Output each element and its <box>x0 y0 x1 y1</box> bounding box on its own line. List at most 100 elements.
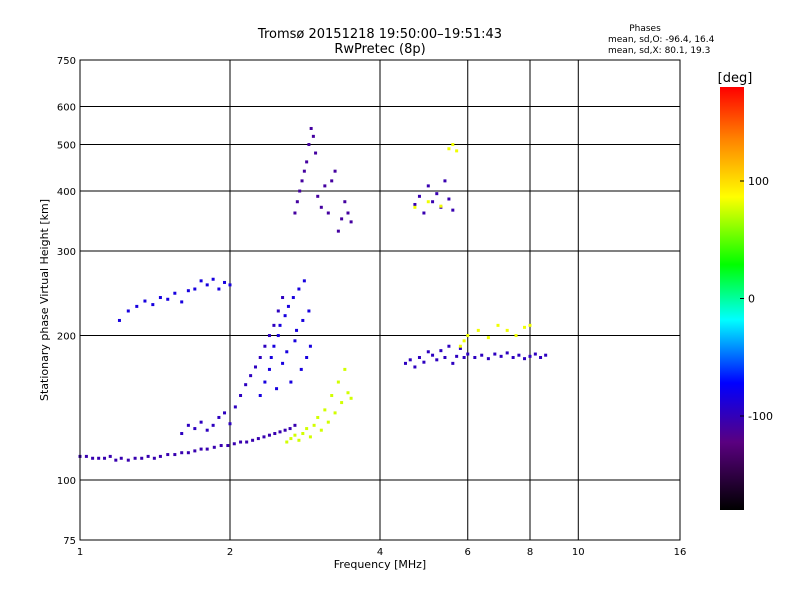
data-point <box>281 361 285 365</box>
data-point <box>263 380 267 384</box>
data-point <box>533 352 537 356</box>
data-point <box>326 420 330 424</box>
data-point <box>302 169 306 173</box>
data-point <box>330 394 334 398</box>
data-point <box>336 380 340 384</box>
phase-stats-x: mean, sd,X: 80.1, 19.3 <box>608 46 710 56</box>
data-point <box>346 391 350 395</box>
data-point <box>439 349 443 353</box>
data-point <box>126 458 130 462</box>
data-point <box>544 353 548 357</box>
data-point <box>228 283 232 287</box>
data-point <box>305 355 309 359</box>
data-point <box>114 458 118 462</box>
data-point <box>451 208 455 212</box>
data-point <box>108 454 112 458</box>
data-point <box>135 304 139 308</box>
data-point <box>308 344 312 348</box>
data-point <box>316 415 320 419</box>
data-point <box>258 355 262 359</box>
y-tick-label: 100 <box>57 476 76 487</box>
data-point <box>278 323 282 327</box>
data-point <box>219 444 223 448</box>
data-point <box>466 334 470 338</box>
data-point <box>466 352 470 356</box>
data-point <box>458 346 462 350</box>
data-point <box>323 184 327 188</box>
data-point <box>158 296 162 300</box>
data-point <box>447 197 451 201</box>
data-point <box>413 202 417 206</box>
data-point <box>408 358 412 362</box>
data-point <box>413 205 417 209</box>
data-point <box>293 433 297 437</box>
data-point <box>505 328 509 332</box>
data-point <box>239 440 243 444</box>
data-point <box>458 344 462 348</box>
data-point <box>300 179 304 183</box>
data-point <box>269 355 273 359</box>
data-point <box>447 147 451 151</box>
data-point <box>283 428 287 432</box>
colorbar-tick-label: 100 <box>748 175 769 188</box>
data-point <box>476 328 480 332</box>
data-point <box>217 415 221 419</box>
data-point <box>528 323 532 327</box>
data-point <box>493 352 497 356</box>
y-tick-label: 400 <box>57 187 76 198</box>
data-point <box>226 444 230 448</box>
data-point <box>289 437 293 441</box>
data-point <box>217 287 221 291</box>
x-tick-label: 1 <box>77 547 83 558</box>
data-point <box>151 303 155 307</box>
data-point <box>212 445 216 449</box>
y-tick-label: 200 <box>57 332 76 343</box>
plot-frame <box>79 59 681 541</box>
data-point <box>286 304 290 308</box>
data-point <box>272 323 276 327</box>
data-point <box>299 367 303 371</box>
data-point <box>326 211 330 215</box>
data-point <box>173 291 177 295</box>
data-point <box>422 211 426 215</box>
data-point <box>119 456 123 460</box>
data-point <box>103 456 107 460</box>
data-point <box>205 447 209 451</box>
data-point <box>514 334 518 338</box>
data-point <box>316 194 320 198</box>
data-point <box>199 420 203 424</box>
data-point <box>258 394 262 398</box>
data-point <box>451 361 455 365</box>
data-point <box>499 354 503 358</box>
data-point <box>199 447 203 451</box>
data-point <box>297 438 301 442</box>
data-point <box>117 318 121 322</box>
data-point <box>417 194 421 198</box>
data-point <box>275 387 279 391</box>
data-point <box>333 169 337 173</box>
data-point <box>343 367 347 371</box>
colorbar-tick-label: -100 <box>748 410 773 423</box>
data-point <box>140 456 144 460</box>
data-point <box>523 325 527 329</box>
data-point <box>451 143 455 147</box>
data-point <box>305 427 309 431</box>
data-point <box>496 323 500 327</box>
data-point <box>223 411 227 415</box>
data-point <box>173 453 177 457</box>
data-point <box>158 454 162 458</box>
data-point <box>443 179 447 183</box>
data-point <box>473 355 477 359</box>
data-point <box>263 344 267 348</box>
data-point <box>143 299 147 303</box>
data-point <box>251 438 255 442</box>
data-point <box>340 217 344 221</box>
data-point <box>285 440 289 444</box>
x-tick-label: 8 <box>527 547 533 558</box>
data-point <box>319 205 323 209</box>
data-point <box>314 151 318 155</box>
data-point <box>439 204 443 208</box>
data-point <box>426 184 430 188</box>
data-point <box>528 354 532 358</box>
data-point <box>455 354 459 358</box>
